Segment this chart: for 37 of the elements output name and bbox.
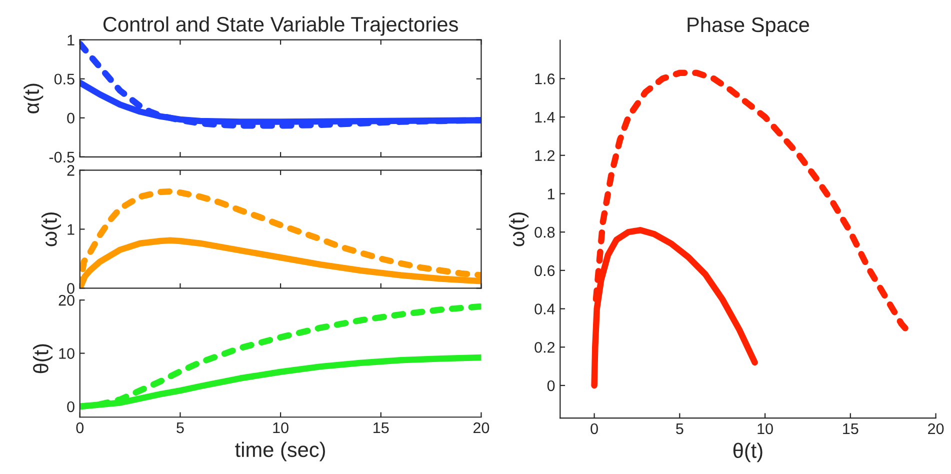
chart-title: Control and State Variable Trajectories xyxy=(103,16,458,36)
x-axis-title: θ(t) xyxy=(733,442,762,462)
y-tick-label: 2 xyxy=(67,165,74,176)
y-axis-title: ω(t) xyxy=(42,212,61,246)
y-tick-label: 0 xyxy=(547,380,555,392)
x-tick-label: 20 xyxy=(928,423,944,434)
y-axis-title: ω(t) xyxy=(509,212,528,246)
chart-title: Phase Space xyxy=(688,16,810,36)
y-tick-label: 0 xyxy=(67,112,74,124)
y-tick-label: 0.6 xyxy=(534,265,555,276)
y-tick-label: 1.2 xyxy=(535,150,555,161)
y-tick-label: -0.5 xyxy=(49,152,74,163)
y-tick-label: 0.2 xyxy=(534,342,555,353)
y-tick-label: 0.5 xyxy=(54,74,74,85)
x-tick-label: 0 xyxy=(76,422,84,434)
y-axis-title: θ(t) xyxy=(33,344,52,374)
y-tick-label: 0 xyxy=(67,283,74,294)
y-tick-label: 1 xyxy=(548,188,555,200)
y-tick-label: 1.6 xyxy=(535,74,555,84)
y-tick-label: 0 xyxy=(67,401,74,412)
y-tick-label: 1 xyxy=(68,34,74,46)
y-tick-label: 0.8 xyxy=(534,226,555,238)
x-axis-title: time (sec) xyxy=(235,442,325,462)
x-tick-label: 10 xyxy=(758,423,773,434)
y-tick-label: 1.4 xyxy=(535,112,555,123)
x-tick-label: 20 xyxy=(473,422,490,434)
y-axis-title: α(t) xyxy=(24,84,44,114)
y-tick-label: 20 xyxy=(58,294,74,306)
y-tick-label: 1 xyxy=(68,224,74,235)
y-tick-label: 0.4 xyxy=(534,304,555,314)
x-tick-label: 15 xyxy=(843,423,858,434)
x-tick-label: 10 xyxy=(273,422,288,434)
x-tick-label: 15 xyxy=(374,422,389,434)
x-tick-label: 0 xyxy=(590,423,598,434)
x-tick-label: 5 xyxy=(676,423,684,434)
y-tick-label: 10 xyxy=(59,348,74,359)
x-tick-label: 5 xyxy=(176,422,184,434)
